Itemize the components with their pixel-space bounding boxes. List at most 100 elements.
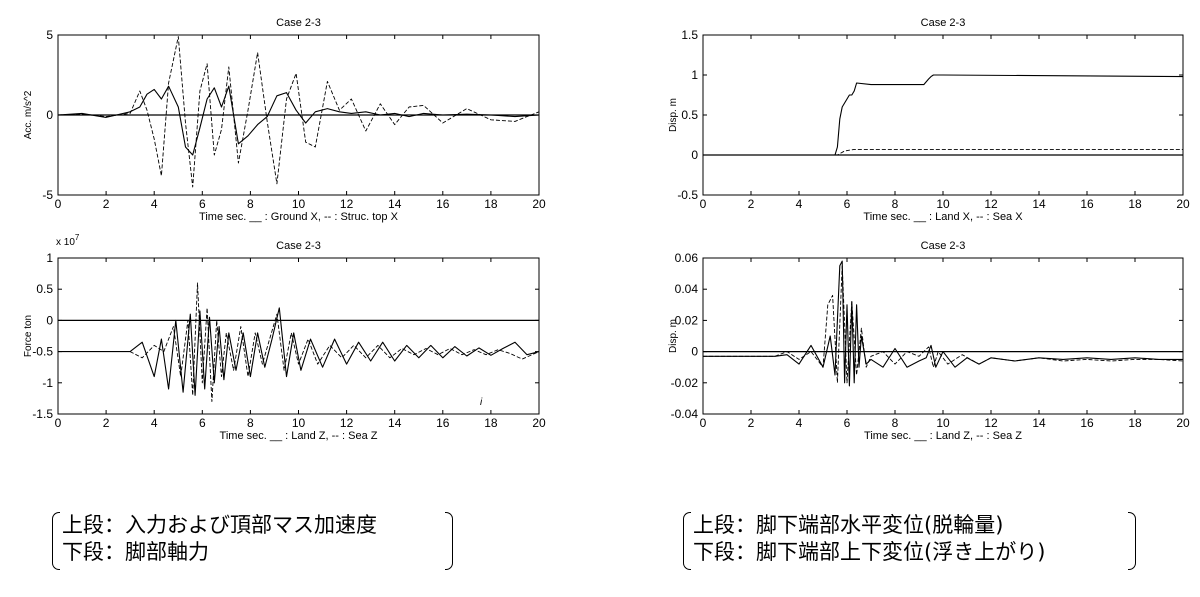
- x-tick-label: 2: [103, 197, 110, 211]
- x-tick-label: 4: [796, 416, 803, 430]
- chart-3: Case 2-3 0 2 4 6 8 10 12 14 16 18 20 1 0.5 0 -0.5 -1 -1.5…: [23, 233, 546, 442]
- y-axis-label: Disp. m: [668, 319, 679, 353]
- y-tick-label: -5: [42, 188, 53, 202]
- y-tick-label: -0.5: [32, 345, 53, 359]
- plot-frame: [702, 34, 1184, 196]
- chart-2: Case 2-30 2 4 6 8 10 12 14 16 18 201.510.50-0.5Tim…: [668, 17, 1190, 223]
- series-line-solid: [703, 260, 1183, 387]
- y-tick-label: 0: [46, 313, 53, 327]
- x-tick-label: 0: [700, 416, 707, 430]
- x-tick-label: 14: [388, 416, 402, 430]
- x-tick-label: 16: [1080, 197, 1094, 211]
- caption-left-line-1: 上段：入力および頂部マス加速度: [62, 513, 377, 537]
- x-tick-label: 16: [436, 197, 450, 211]
- x-tick-label: 16: [1080, 416, 1094, 430]
- y-tick-label: 0.5: [36, 282, 53, 296]
- x-tick-label: 20: [532, 197, 546, 211]
- x-tick-label: 8: [247, 197, 254, 211]
- chart-4: Case 2-30 2 4 6 8 10 12 14 16 18 200.060.040.020-0…: [668, 240, 1190, 442]
- y-tick-label: 1: [46, 251, 53, 265]
- x-tick-label: 10: [292, 197, 306, 211]
- x-tick-label: 18: [1128, 197, 1142, 211]
- y-tick-label: -0.04: [671, 407, 699, 421]
- chart-title: Case 2-3: [921, 17, 966, 29]
- caption-right-bracket-open: [683, 512, 691, 570]
- x-tick-label: 12: [984, 197, 998, 211]
- caption-left: 上段：入力および頂部マス加速度 下段：脚部軸力: [62, 512, 377, 566]
- chart-title: Case 2-3: [921, 240, 966, 252]
- series-line-solid: [58, 307, 540, 396]
- x-tick-label: 16: [436, 416, 450, 430]
- y-tick-label: 0.5: [681, 108, 698, 122]
- x-tick-label: 2: [748, 416, 755, 430]
- x-axis-label: Time sec. __ : Ground X, -- : Struc. top…: [199, 211, 399, 223]
- x-tick-label: 6: [844, 416, 851, 430]
- x-tick-label: 20: [1176, 197, 1190, 211]
- x-tick-label: 14: [388, 197, 402, 211]
- x-tick-label: 4: [796, 197, 803, 211]
- x-tick-label: 6: [199, 197, 206, 211]
- caption-left-line-2: 下段：脚部軸力: [62, 540, 209, 564]
- x-tick-label: 8: [892, 197, 899, 211]
- y-tick-label: 1: [691, 68, 698, 82]
- x-tick-label: 10: [292, 416, 306, 430]
- y-tick-label: -0.5: [677, 188, 698, 202]
- x-tick-label: 20: [1176, 416, 1190, 430]
- x-tick-label: 4: [151, 197, 158, 211]
- y-exponent-label: x 107: [56, 233, 80, 248]
- x-tick-label: 18: [1128, 416, 1142, 430]
- y-tick-label: 0.06: [675, 251, 699, 265]
- x-tick-label: 2: [103, 416, 110, 430]
- x-tick-label: 8: [247, 416, 254, 430]
- x-tick-label: 14: [1032, 416, 1046, 430]
- x-tick-label: 2: [748, 197, 755, 211]
- series-line-solid: [57, 85, 540, 156]
- caption-right-line-2: 下段：脚下端部上下変位(浮き上がり): [693, 540, 1046, 564]
- caption-right-line-1: 上段：脚下端部水平変位(脱輪量): [693, 513, 1004, 537]
- caption-right-bracket-close: [1128, 512, 1136, 570]
- caption-right: 上段：脚下端部水平変位(脱輪量) 下段：脚下端部上下変位(浮き上がり): [693, 512, 1045, 566]
- y-axis-label: Acc. m/s^2: [23, 90, 34, 139]
- series-line-solid: [703, 74, 1184, 156]
- x-tick-label: 4: [151, 416, 158, 430]
- x-tick-label: 10: [936, 197, 950, 211]
- x-tick-label: 18: [484, 416, 498, 430]
- series-line-dashed: [703, 148, 1183, 156]
- x-tick-label: 8: [892, 416, 899, 430]
- x-tick-label: 18: [484, 197, 498, 211]
- x-tick-label: 12: [340, 416, 354, 430]
- x-tick-label: 0: [700, 197, 707, 211]
- series-line-dashed: [703, 265, 1184, 384]
- x-tick-label: 12: [984, 416, 998, 430]
- y-tick-label: -1: [42, 376, 53, 390]
- x-axis-label: Time sec. __ : Land Z, -- : Sea Z: [220, 430, 378, 442]
- y-tick-label: -1.5: [32, 407, 53, 421]
- caption-left-bracket-close: [445, 512, 453, 570]
- x-tick-label: 14: [1032, 197, 1046, 211]
- y-tick-label: 0.02: [675, 313, 699, 327]
- y-tick-label: 5: [46, 28, 53, 42]
- y-tick-label: 0.04: [675, 282, 699, 296]
- x-tick-label: 0: [55, 197, 62, 211]
- x-tick-label: 0: [55, 416, 62, 430]
- y-tick-label: 0: [691, 345, 698, 359]
- y-tick-label: -0.02: [671, 376, 699, 390]
- chart-title: Case 2-3: [276, 17, 321, 29]
- y-axis-label: Force ton: [23, 315, 34, 357]
- chart-title: Case 2-3: [276, 240, 321, 252]
- x-axis-label: Time sec. __ : Land X, -- : Sea X: [863, 211, 1023, 223]
- stray-mark: i: [480, 397, 483, 408]
- series-line-dashed: [57, 36, 540, 188]
- y-tick-label: 0: [691, 148, 698, 162]
- x-tick-label: 6: [199, 416, 206, 430]
- caption-left-bracket-open: [52, 512, 60, 570]
- x-axis-label: Time sec. __ : Land Z, -- : Sea Z: [864, 430, 1022, 442]
- plot-frame: [702, 257, 1184, 415]
- series-line-dashed: [58, 282, 540, 402]
- plot-frame: [57, 257, 540, 415]
- y-axis-label: Disp. m: [668, 98, 679, 132]
- y-tick-label: 0: [46, 108, 53, 122]
- x-tick-label: 6: [844, 197, 851, 211]
